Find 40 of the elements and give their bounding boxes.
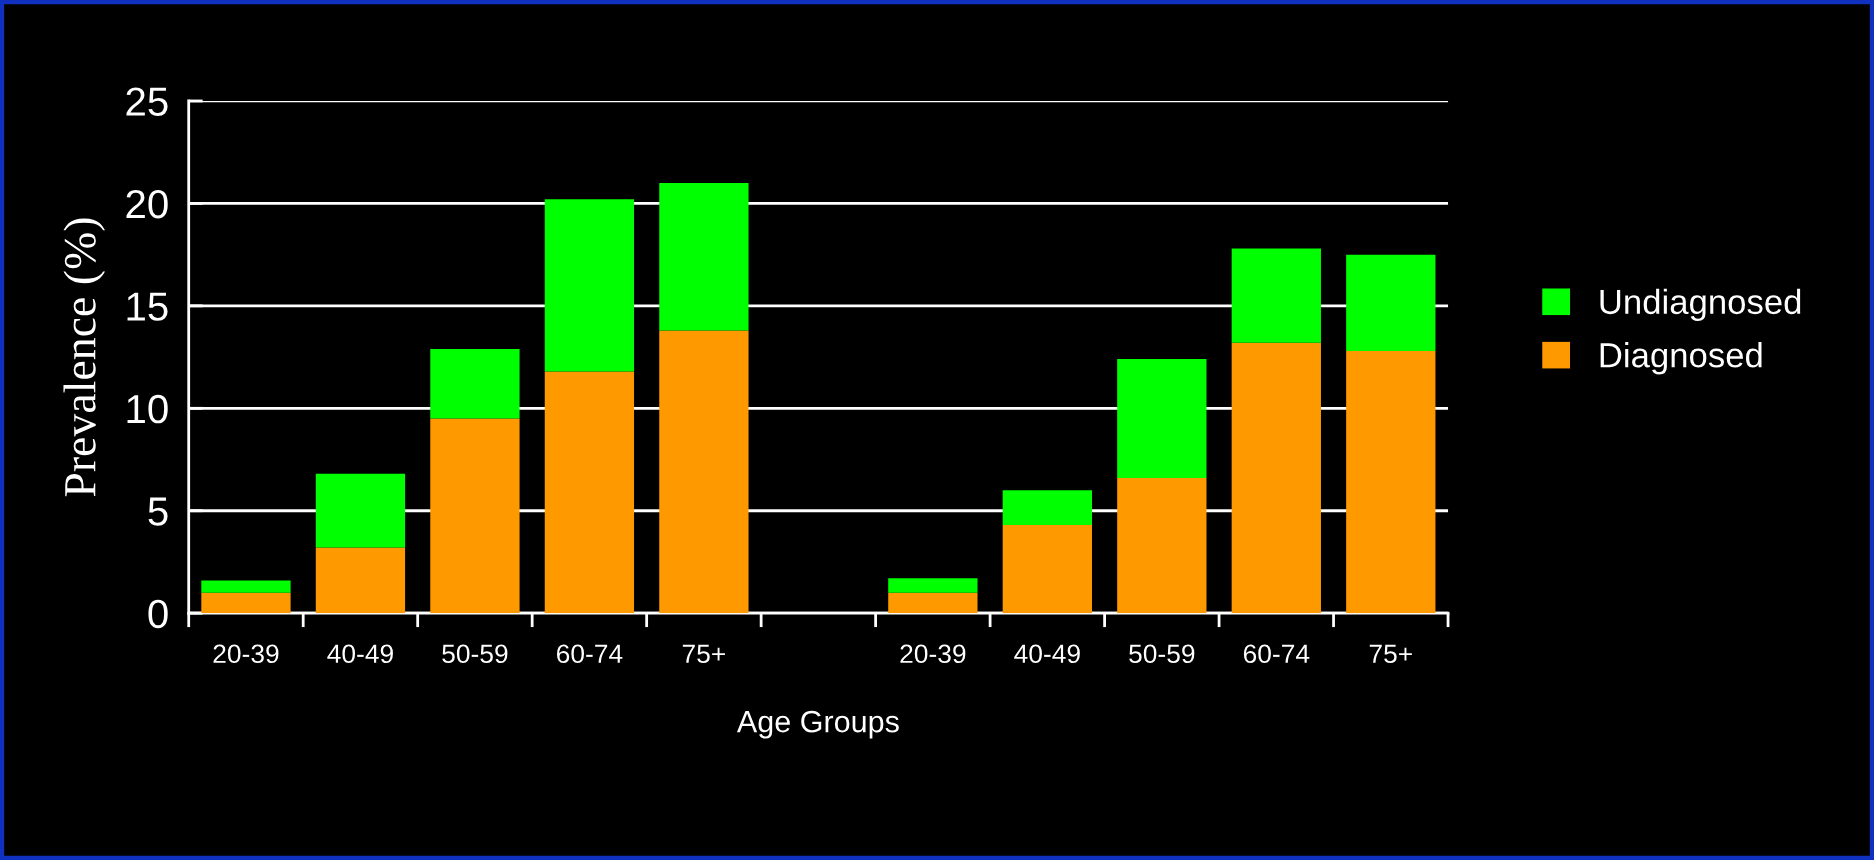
y-tick-label: 0 [148,599,168,629]
y-tick-label: 15 [127,292,168,321]
bar [1231,342,1321,614]
bar [1117,477,1207,614]
bar [201,592,291,614]
legend-label: Undiagnosed [1600,288,1801,322]
bar [544,199,635,372]
x-tick-label: 50-59 [1129,644,1195,664]
bar [888,592,978,614]
y-axis-title: Prevalence (%) [63,218,106,497]
x-tick-label: 50-59 [442,644,508,664]
bar [315,473,406,548]
y-tick-label: 5 [148,497,168,526]
x-tick-label: 40-49 [1014,644,1080,664]
x-tick-label: 20-39 [900,644,966,664]
bar [1346,254,1436,351]
x-tick-label: 75+ [682,644,725,664]
bar [544,371,635,614]
x-tick-label: 60-74 [557,644,623,664]
y-tick-label: 25 [126,87,168,116]
bar [1117,359,1207,478]
x-axis-title: Age Groups [736,710,899,739]
bar [888,578,978,593]
x-tick-label: 60-74 [1243,644,1310,664]
bar [1002,490,1092,526]
bar [659,182,749,331]
x-tick-label: 20-39 [213,644,279,664]
legend-label: Diagnosed [1600,342,1762,375]
bar [659,330,749,614]
bar [201,580,291,593]
bar [430,348,520,419]
bar [1231,248,1321,343]
bar [430,418,520,614]
x-tick-label: 75+ [1369,644,1412,664]
x-tick-label: 40-49 [327,644,393,664]
bar [1002,525,1092,614]
y-tick-label: 20 [126,189,168,219]
bar [315,547,406,614]
y-tick-label: 10 [127,394,168,424]
bar [1346,350,1436,614]
